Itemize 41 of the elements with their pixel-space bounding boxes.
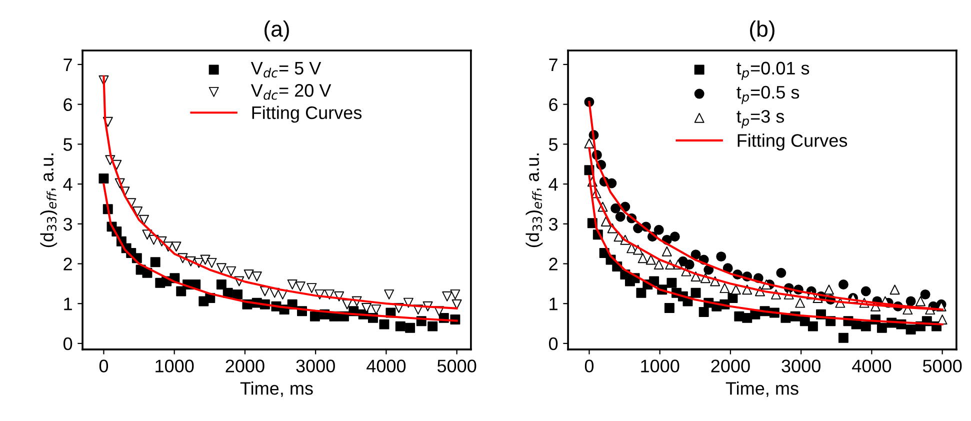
x-tick-label: 1000	[641, 360, 680, 372]
y-axis-title: (d$_{33}$)$_{eff}$, a.u.	[40, 154, 58, 248]
chart-title: (a)	[264, 20, 289, 42]
y-tick-label: 4	[63, 178, 72, 191]
x-axis-title: Time, ms	[240, 382, 313, 397]
x-tick-label: 0	[99, 360, 108, 372]
y-tick-label: 6	[549, 98, 558, 112]
y-axis-title: (d$_{33}$)$_{eff}$, a.u.	[526, 154, 543, 248]
y-tick-label: 3	[548, 218, 558, 231]
x-tick-label: 4000	[852, 360, 892, 372]
y-tick-label: 1	[550, 298, 558, 310]
y-tick-label: 2	[64, 258, 72, 270]
legend-label: V$_{dc}$= 5 V	[250, 62, 322, 78]
y-tick-label: 0	[63, 337, 72, 350]
legend-label: V$_{dc}$= 20 V	[250, 84, 332, 100]
y-tick-label: 0	[548, 337, 558, 350]
x-tick-label: 5000	[922, 360, 962, 372]
legend-label: Fitting Curves	[252, 106, 362, 123]
legend-label: t$_{p}$=3 s	[736, 110, 784, 128]
x-tick-label: 4000	[366, 360, 406, 372]
y-tick-label: 2	[549, 258, 558, 270]
chart-title: (b)	[750, 20, 774, 42]
y-tick-label: 7	[549, 58, 558, 72]
y-tick-label: 4	[548, 178, 558, 191]
y-tick-label: 3	[63, 218, 72, 231]
y-tick-label: 5	[548, 138, 558, 151]
x-tick-label: 3000	[296, 360, 335, 372]
x-axis-title: Time, ms	[726, 382, 798, 397]
x-tick-label: 1000	[156, 360, 194, 372]
legend-label: t$_{p}$=0.01 s	[736, 62, 810, 80]
y-tick-label: 7	[64, 58, 72, 72]
x-tick-label: 3000	[782, 360, 820, 372]
x-tick-label: 2000	[226, 360, 264, 372]
y-tick-label: 1	[64, 298, 72, 310]
x-tick-label: 5000	[437, 360, 476, 372]
x-tick-label: 0	[584, 360, 594, 372]
y-tick-label: 5	[63, 138, 72, 151]
y-tick-label: 6	[64, 98, 72, 112]
legend-label: t$_{p}$=0.5 s	[736, 86, 800, 104]
x-tick-label: 2000	[711, 360, 750, 372]
legend-label: Fitting Curves	[738, 134, 848, 150]
